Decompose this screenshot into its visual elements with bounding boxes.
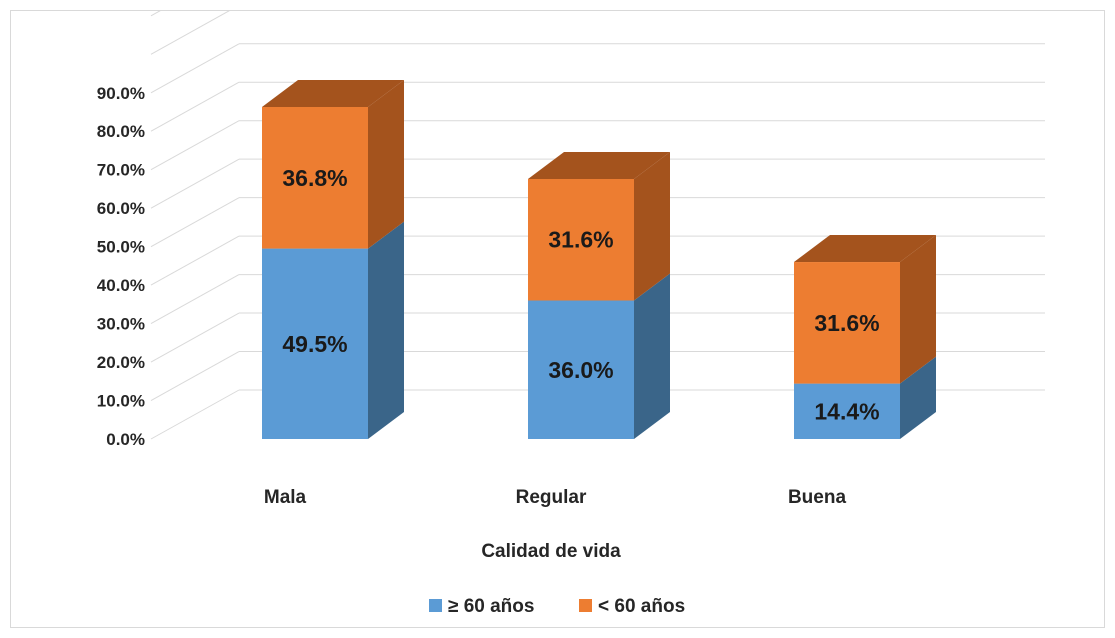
x-tick-label: Regular [516, 487, 587, 508]
side-gridline [150, 120, 240, 171]
bar-top-mala [262, 80, 404, 108]
y-tick-label: 70.0% [97, 161, 145, 180]
y-tick-label: 10.0% [97, 392, 145, 411]
data-label: 36.0% [548, 357, 613, 383]
legend-swatch [579, 599, 592, 612]
y-tick-label: 80.0% [97, 122, 145, 141]
side-gridline [150, 11, 161, 17]
legend-label: < 60 años [598, 596, 685, 617]
x-tick-label: Buena [788, 487, 847, 508]
bar-lt60-regular-side [634, 151, 670, 301]
stacked-3d-bar-chart: 0.0% 10.0% 20.0% 30.0% 40.0% 50.0% 60.0% 70.0% 8… [97, 11, 1045, 617]
bar-ge60-buena-side [900, 356, 936, 439]
y-tick-label: 20.0% [97, 353, 145, 372]
side-gridline [150, 158, 240, 209]
side-gridline [150, 11, 230, 55]
bar-ge60-mala [262, 248, 368, 439]
legend-swatch [429, 599, 442, 612]
y-tick-label: 40.0% [97, 276, 145, 295]
bar-lt60-buena [794, 262, 900, 384]
side-gridline [150, 351, 240, 401]
side-gridline [150, 274, 240, 325]
bar-ge60-mala-side [368, 221, 404, 439]
chart-area: 0.0% 10.0% 20.0% 30.0% 40.0% 50.0% 60.0% 70.0% 8… [10, 10, 1105, 628]
data-label: 49.5% [282, 331, 347, 357]
side-gridline [150, 235, 240, 286]
data-labels: 49.5% 36.8% 36.0% 31.6% 14.4% 31.6% [282, 165, 879, 425]
bar-top-buena [794, 235, 936, 263]
bar-lt60-regular [528, 178, 634, 301]
bar-lt60-mala [262, 107, 368, 249]
bar-ge60-buena [794, 383, 900, 439]
y-tick-label: 0.0% [106, 430, 145, 449]
y-tick-label: 60.0% [97, 199, 145, 218]
data-label: 14.4% [814, 398, 879, 424]
legend: ≥ 60 años < 60 años [429, 596, 685, 617]
legend-label: ≥ 60 años [448, 596, 534, 617]
bars [262, 80, 936, 439]
y-tick-label: 30.0% [97, 315, 145, 334]
side-gridline [150, 389, 240, 440]
y-tick-label: 90.0% [97, 84, 145, 103]
data-label: 36.8% [282, 165, 347, 191]
data-label: 31.6% [814, 310, 879, 336]
side-gridline [150, 81, 240, 132]
y-tick-label: 50.0% [97, 238, 145, 257]
data-label: 31.6% [548, 227, 613, 253]
x-axis: Mala Regular Buena [264, 487, 847, 508]
side-gridline [150, 197, 240, 248]
bar-lt60-buena-side [900, 235, 936, 384]
bar-ge60-regular-side [634, 273, 670, 439]
x-tick-label: Mala [264, 487, 307, 508]
x-axis-title: Calidad de vida [481, 541, 621, 562]
y-axis: 0.0% 10.0% 20.0% 30.0% 40.0% 50.0% 60.0% 70.0% 8… [97, 84, 145, 449]
side-gridline [150, 43, 240, 94]
side-gridline [150, 312, 240, 363]
bar-lt60-mala-side [368, 80, 404, 249]
bar-ge60-regular [528, 300, 634, 439]
bar-top-regular [528, 151, 670, 179]
